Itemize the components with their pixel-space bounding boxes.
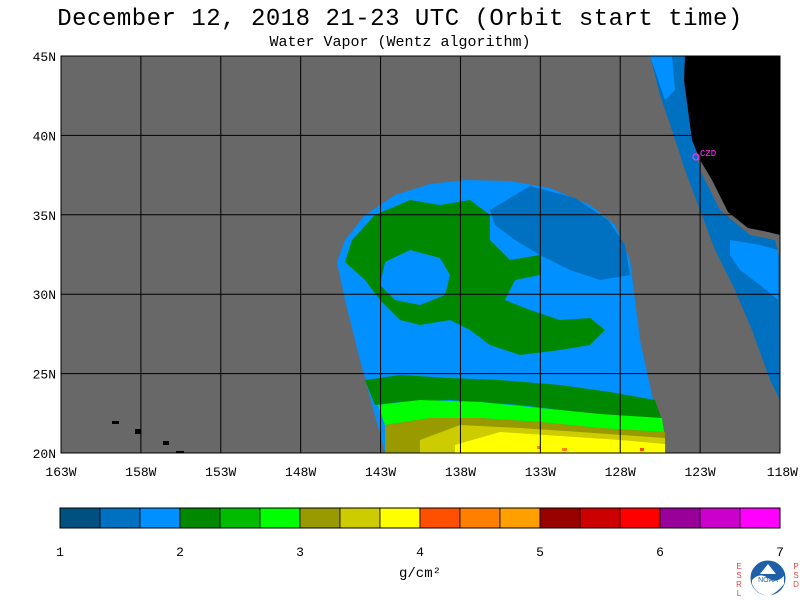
noaa-logo-icon: NOAA: [748, 558, 788, 598]
colorbar-segment: [140, 508, 180, 528]
longitude-label: 133W: [525, 465, 556, 480]
colorbar-tick-label: 6: [656, 545, 664, 560]
latitude-label: 30N: [33, 288, 56, 303]
latitude-label: 45N: [33, 50, 56, 65]
colorbar-tick-label: 4: [416, 545, 424, 560]
colorbar-segment: [60, 508, 100, 528]
colorbar-tick-label: 3: [296, 545, 304, 560]
longitude-labels: 163W 158W 153W 148W 143W 138W 133W 128W 123W 118W: [45, 465, 798, 480]
colorbar-segment: [180, 508, 220, 528]
colorbar-tick-label: 5: [536, 545, 544, 560]
longitude-label: 118W: [767, 465, 798, 480]
longitude-label: 128W: [605, 465, 636, 480]
longitude-label: 143W: [365, 465, 396, 480]
water-vapor-map: CZD 45N40N35N30N25N20N 163W 158W 153W 148W 1…: [0, 0, 800, 600]
longitude-label: 158W: [125, 465, 156, 480]
longitude-label: 153W: [205, 465, 236, 480]
colorbar-segment: [620, 508, 660, 528]
colorbar-segment: [340, 508, 380, 528]
colorbar-segment: [460, 508, 500, 528]
latitude-labels: 45N 40N 35N 30N 25N 20N: [33, 50, 56, 462]
longitude-label: 148W: [285, 465, 316, 480]
colorbar-segment: [100, 508, 140, 528]
city-marker-label: CZD: [700, 149, 716, 159]
colorbar-tick-label: 1: [56, 545, 64, 560]
colorbar-segment: [500, 508, 540, 528]
colorbar-segment: [580, 508, 620, 528]
latitude-label: 20N: [33, 447, 56, 462]
logo-left-letters: E S R L: [735, 562, 743, 598]
colorbar-segment: [260, 508, 300, 528]
colorbar-units: g/cm²: [399, 566, 441, 582]
colorbar-segment: [220, 508, 260, 528]
colorbar: [60, 508, 780, 528]
colorbar-segment: [660, 508, 700, 528]
latitude-label: 35N: [33, 209, 56, 224]
colorbar-tick-label: 2: [176, 545, 184, 560]
logo-right-letters: P S D: [792, 562, 800, 589]
colorbar-segment: [740, 508, 780, 528]
longitude-label: 163W: [45, 465, 76, 480]
longitude-label: 123W: [685, 465, 716, 480]
longitude-label: 138W: [445, 465, 476, 480]
latitude-label: 40N: [33, 129, 56, 144]
colorbar-segment: [540, 508, 580, 528]
colorbar-segment: [300, 508, 340, 528]
colorbar-segment: [380, 508, 420, 528]
colorbar-segment: [700, 508, 740, 528]
latitude-label: 25N: [33, 368, 56, 383]
colorbar-segment: [420, 508, 460, 528]
svg-text:NOAA: NOAA: [758, 577, 778, 584]
